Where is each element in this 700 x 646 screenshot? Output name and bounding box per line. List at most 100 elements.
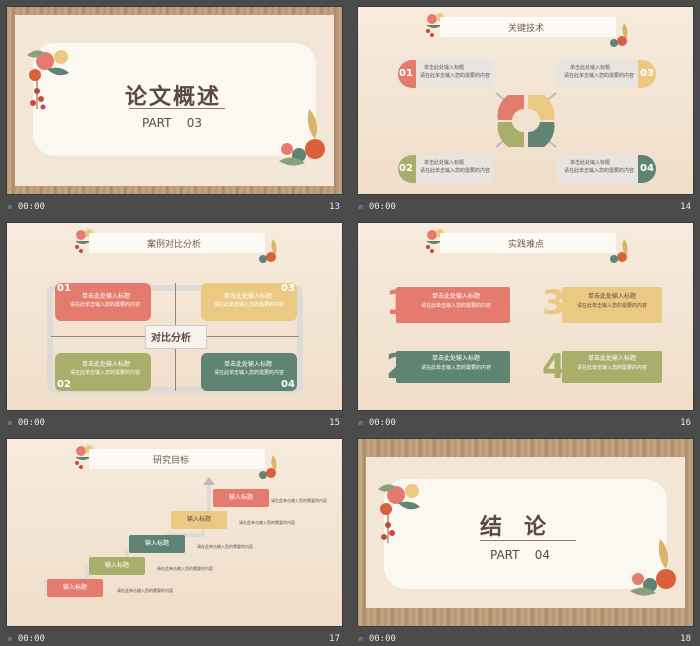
flower-decoration-icon	[259, 455, 277, 479]
flower-decoration-icon	[610, 239, 628, 263]
item-body: 请在此单击输入您的需要的内容	[420, 73, 491, 79]
slide-thumbnail-16[interactable]: 实践难点 1 3 2 4 单击此处输入标题 请在此单击输入您的需要的内容 单击此…	[358, 223, 693, 410]
item-number: 4	[542, 347, 566, 387]
step-card-5[interactable]	[213, 489, 269, 507]
item-heading: 单击此处输入标题	[587, 355, 636, 362]
item-body: 请在此单击输入您的需要的内容	[420, 168, 491, 174]
item-card-04[interactable]	[201, 353, 297, 391]
flower-decoration-icon	[27, 50, 69, 110]
slide-meta-17: ☆ 00:00 17	[7, 632, 342, 646]
item-number: 02	[57, 379, 71, 390]
item-number: 01	[57, 283, 71, 294]
flower-decoration-icon	[610, 23, 628, 47]
item-card-01[interactable]	[55, 283, 151, 321]
slide-meta-13: ☆ 00:00 13	[7, 200, 342, 214]
step-card-1[interactable]	[47, 579, 103, 597]
title-underline	[129, 108, 225, 109]
slide-number: 18	[680, 634, 691, 644]
item-heading: 单击此处输入标题	[431, 355, 480, 362]
flower-decoration-icon	[259, 239, 277, 263]
item-tab-02	[398, 155, 416, 183]
step-body: 请在此单击输入您的需要的内容	[117, 588, 173, 593]
item-card-2[interactable]	[396, 351, 510, 383]
item-card-03[interactable]	[556, 60, 652, 88]
slide-title: 实践难点	[508, 240, 545, 250]
title-banner	[440, 233, 616, 253]
step-body: 请在此单击输入您的需要的内容	[239, 520, 295, 525]
step-card-3[interactable]	[129, 535, 185, 553]
title-card	[384, 479, 667, 589]
title-banner	[89, 449, 265, 469]
step-heading: 输入标题	[186, 516, 211, 523]
slide-number: 14	[680, 202, 691, 212]
step-body: 请在此单击输入您的需要的内容	[197, 544, 253, 549]
slide-thumbnail-14[interactable]: 关键技术 01 单击此处输入标题 请在此单击输入您的需要的内容 02 单击此处输…	[358, 7, 693, 194]
item-body: 请在此单击输入您的需要的内容	[576, 365, 647, 371]
slide-number: 13	[329, 202, 340, 212]
item-body: 请在此单击输入您的需要的内容	[420, 303, 491, 309]
item-heading: 单击此处输入标题	[587, 293, 636, 300]
title-banner	[89, 233, 265, 253]
item-heading: 单击此处输入标题	[570, 65, 611, 71]
slide-meta-15: ☆ 00:00 15	[7, 416, 342, 430]
center-label-box	[145, 325, 207, 349]
slide-number: 16	[680, 418, 691, 428]
item-card-3[interactable]	[562, 287, 662, 323]
item-card-4[interactable]	[562, 351, 662, 383]
step-heading: 输入标题	[144, 540, 169, 547]
slide-thumbnail-15[interactable]: 案例对比分析 01 03 02 04 单击此处输入标题 请在此单击输入您的需要的…	[7, 223, 342, 410]
step-heading: 输入标题	[62, 584, 87, 591]
item-body: 请在此单击输入您的需要的内容	[213, 302, 284, 308]
item-heading: 单击此处输入标题	[424, 160, 465, 166]
slide-thumbnail-17[interactable]: 研究目标 输入标题 输入标题 输入标题 输入标题 输入标题 请在此单击输入您的需…	[7, 439, 342, 626]
item-body: 请在此单击输入您的需要的内容	[564, 73, 635, 79]
title-underline	[480, 540, 576, 541]
item-card-03[interactable]	[201, 283, 297, 321]
item-heading: 单击此处输入标题	[431, 293, 480, 300]
slide-timing: ☆ 00:00	[358, 418, 396, 428]
step-heading: 输入标题	[104, 562, 129, 569]
slide-title: 结 论	[480, 515, 547, 540]
item-heading: 单击此处输入标题	[223, 293, 272, 300]
step-body: 请在此单击输入您的需要的内容	[157, 566, 213, 571]
item-heading: 单击此处输入标题	[223, 361, 272, 368]
part-label: PART 04	[490, 548, 551, 562]
title-card	[33, 43, 316, 156]
slide-timing: ☆ 00:00	[7, 202, 45, 212]
item-heading: 单击此处输入标题	[81, 293, 130, 300]
item-card-02[interactable]	[55, 353, 151, 391]
item-tab-03	[638, 60, 656, 88]
item-number: 04	[640, 163, 654, 174]
item-card-1[interactable]	[396, 287, 510, 323]
slide-timing: ☆ 00:00	[358, 634, 396, 644]
title-banner	[440, 17, 616, 37]
item-card-04[interactable]	[556, 155, 652, 183]
item-number: 03	[281, 283, 295, 294]
slide-thumbnail-18[interactable]: 结 论 PART 04	[358, 439, 693, 626]
item-number: 3	[542, 283, 566, 323]
item-number: 02	[399, 163, 413, 174]
slide-meta-16: ☆ 00:00 16	[358, 416, 693, 430]
item-body: 请在此单击输入您的需要的内容	[576, 303, 647, 309]
item-body: 请在此单击输入您的需要的内容	[213, 370, 284, 376]
step-card-4[interactable]	[171, 511, 227, 529]
item-body: 请在此单击输入您的需要的内容	[564, 168, 635, 174]
slide-title: 研究目标	[153, 456, 190, 466]
step-body: 请在此单击输入您的需要的内容	[271, 498, 327, 503]
flower-decoration-icon	[75, 445, 93, 469]
slide-timing: ☆ 00:00	[7, 418, 45, 428]
slide-thumbnail-13[interactable]: 论文概述 PART 03	[7, 7, 342, 194]
step-card-2[interactable]	[89, 557, 145, 575]
item-body: 请在此单击输入您的需要的内容	[69, 370, 140, 376]
item-number: 01	[399, 68, 413, 79]
flower-decoration-icon	[630, 539, 676, 596]
slide-timing: ☆ 00:00	[7, 634, 45, 644]
slide-number: 17	[329, 634, 340, 644]
slide-title: 论文概述	[125, 85, 222, 110]
flower-decoration-icon	[279, 109, 325, 166]
flower-decoration-icon	[378, 484, 420, 543]
slide-meta-18: ☆ 00:00 18	[358, 632, 693, 646]
slide-timing: ☆ 00:00	[358, 202, 396, 212]
slide-title: 关键技术	[508, 24, 545, 34]
center-label: 对比分析	[151, 333, 191, 344]
